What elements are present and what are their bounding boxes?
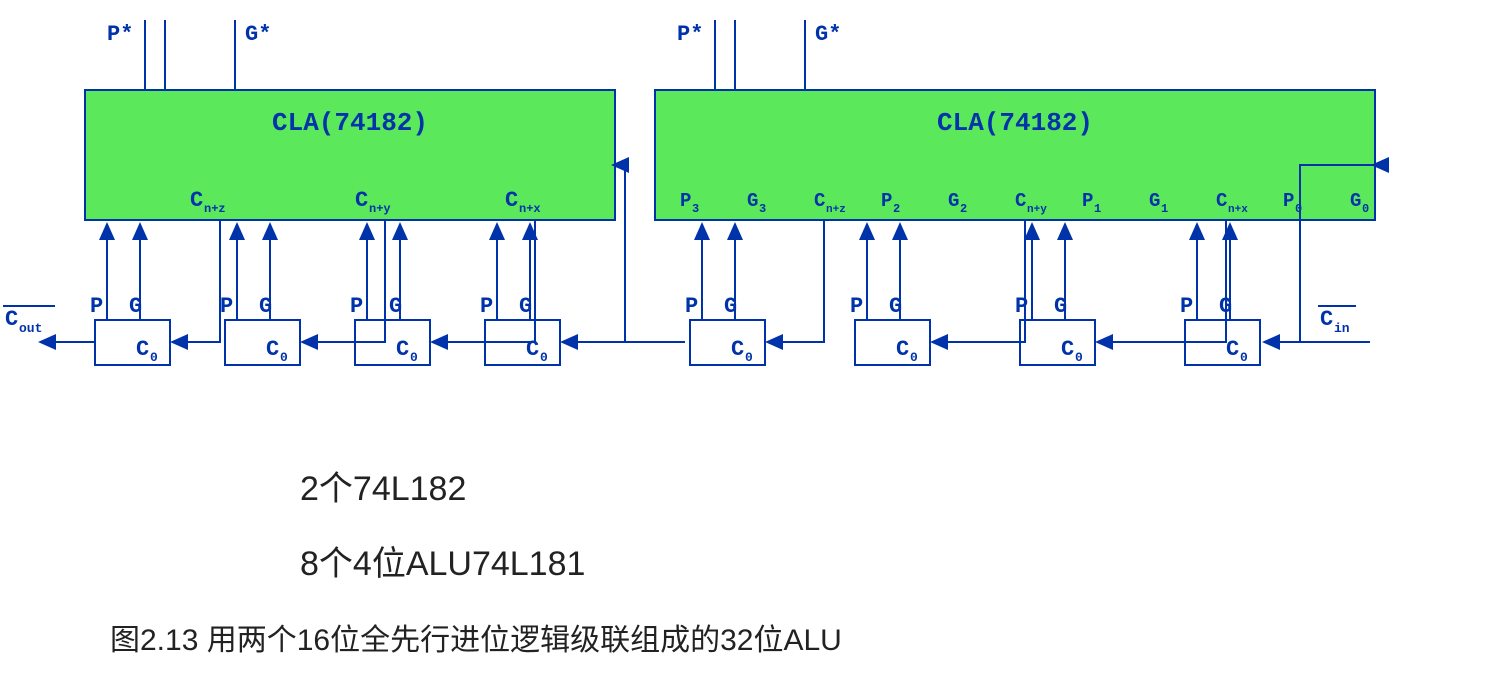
svg-text:P*: P*: [107, 22, 133, 47]
svg-text:P: P: [680, 190, 691, 212]
svg-text:P: P: [1180, 294, 1193, 319]
svg-text:3: 3: [759, 202, 766, 216]
svg-text:G*: G*: [245, 22, 271, 47]
svg-text:n+y: n+y: [369, 202, 391, 216]
svg-text:0: 0: [540, 350, 548, 365]
alu-block: [95, 320, 170, 365]
svg-text:2: 2: [960, 202, 967, 216]
svg-text:C: C: [505, 188, 518, 213]
svg-text:n+y: n+y: [1027, 204, 1047, 216]
svg-text:C: C: [396, 337, 409, 362]
svg-text:out: out: [19, 321, 42, 336]
svg-text:C: C: [896, 337, 909, 362]
svg-text:3: 3: [692, 202, 699, 216]
svg-text:C: C: [1320, 307, 1333, 332]
svg-text:C: C: [1015, 190, 1026, 212]
svg-text:P: P: [881, 190, 892, 212]
svg-text:P: P: [350, 294, 363, 319]
svg-text:C: C: [355, 188, 368, 213]
svg-text:G: G: [747, 190, 758, 212]
svg-text:C: C: [266, 337, 279, 362]
svg-text:0: 0: [910, 350, 918, 365]
svg-text:C: C: [5, 307, 18, 332]
svg-text:G*: G*: [815, 22, 841, 47]
svg-text:P: P: [90, 294, 103, 319]
svg-text:0: 0: [280, 350, 288, 365]
svg-text:G: G: [948, 190, 959, 212]
svg-text:P: P: [220, 294, 233, 319]
svg-text:P: P: [1082, 190, 1093, 212]
svg-text:C: C: [1216, 190, 1227, 212]
alu-block: [225, 320, 300, 365]
svg-text:C: C: [190, 188, 203, 213]
svg-text:n+x: n+x: [1228, 204, 1248, 216]
svg-text:0: 0: [150, 350, 158, 365]
svg-text:P*: P*: [677, 22, 703, 47]
svg-text:0: 0: [745, 350, 753, 365]
svg-text:P: P: [850, 294, 863, 319]
alu-block: [690, 320, 765, 365]
svg-text:1: 1: [1094, 202, 1101, 216]
svg-text:CLA(74182): CLA(74182): [937, 108, 1093, 138]
svg-text:C: C: [814, 190, 825, 212]
svg-text:0: 0: [1362, 202, 1369, 216]
svg-text:C: C: [526, 337, 539, 362]
svg-text:C: C: [1226, 337, 1239, 362]
svg-text:CLA(74182): CLA(74182): [272, 108, 428, 138]
svg-text:P: P: [1015, 294, 1028, 319]
svg-text:0: 0: [1295, 202, 1302, 216]
svg-text:P: P: [685, 294, 698, 319]
svg-text:G: G: [1350, 190, 1361, 212]
svg-text:C: C: [1061, 337, 1074, 362]
svg-text:图2.13 用两个16位全先行进位逻辑级联组成的32位ALU: 图2.13 用两个16位全先行进位逻辑级联组成的32位ALU: [110, 624, 842, 657]
svg-text:1: 1: [1161, 202, 1168, 216]
svg-text:0: 0: [1240, 350, 1248, 365]
svg-text:n+z: n+z: [204, 202, 226, 216]
svg-text:0: 0: [410, 350, 418, 365]
svg-text:C: C: [731, 337, 744, 362]
svg-text:P: P: [1283, 190, 1294, 212]
svg-text:C: C: [136, 337, 149, 362]
svg-text:2: 2: [893, 202, 900, 216]
alu-block: [1020, 320, 1095, 365]
svg-text:in: in: [1334, 321, 1350, 336]
svg-text:n+z: n+z: [826, 204, 846, 216]
svg-text:P: P: [480, 294, 493, 319]
svg-text:8个4位ALU74L181: 8个4位ALU74L181: [300, 545, 585, 583]
svg-text:n+x: n+x: [519, 202, 541, 216]
alu-block: [855, 320, 930, 365]
svg-text:0: 0: [1075, 350, 1083, 365]
svg-text:G: G: [1149, 190, 1160, 212]
svg-text:2个74L182: 2个74L182: [300, 470, 466, 508]
